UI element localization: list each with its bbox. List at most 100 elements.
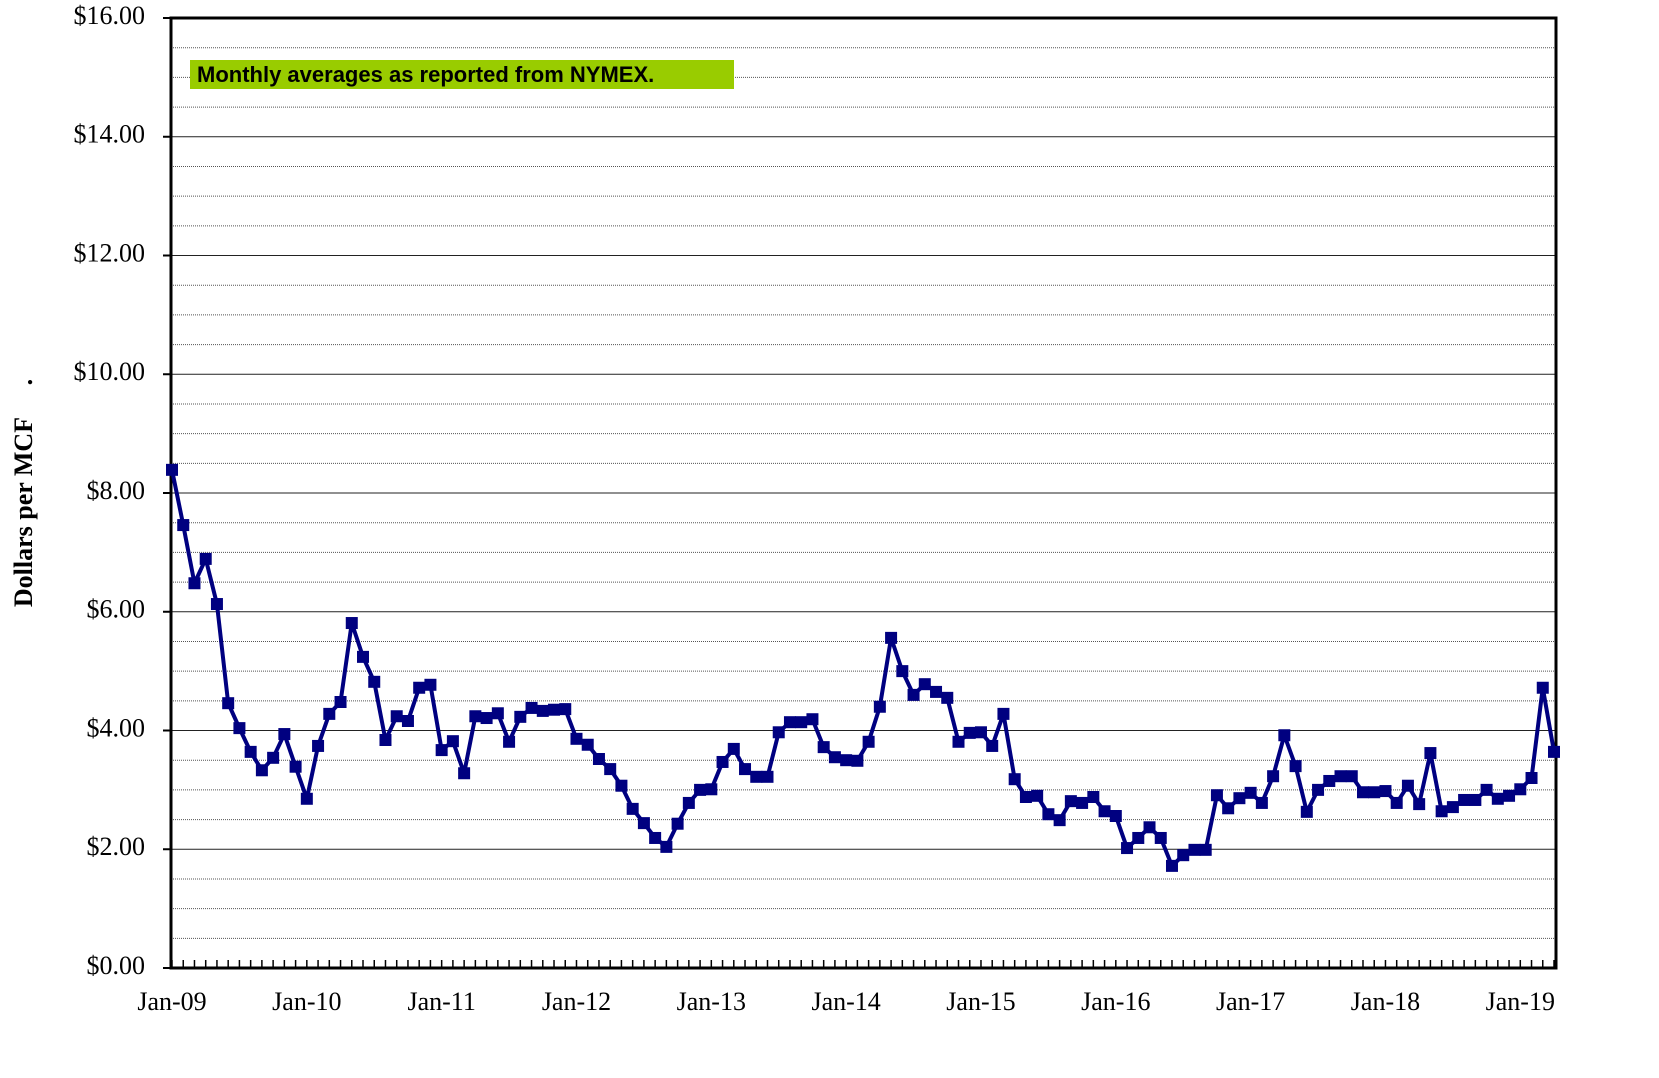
marker	[727, 742, 740, 755]
marker	[896, 665, 909, 678]
marker	[1503, 789, 1516, 802]
marker	[1435, 805, 1448, 818]
marker	[649, 831, 662, 844]
marker	[682, 796, 695, 809]
line	[170, 469, 1556, 868]
marker	[1222, 802, 1235, 815]
marker	[278, 728, 291, 741]
marker	[1548, 745, 1560, 758]
marker	[424, 678, 437, 691]
marker	[986, 739, 999, 752]
marker	[581, 738, 594, 751]
marker	[458, 767, 471, 780]
marker	[1368, 786, 1381, 799]
marker	[1143, 821, 1156, 834]
marker	[963, 726, 976, 739]
marker	[615, 779, 628, 792]
marker	[1087, 791, 1100, 803]
marker	[907, 688, 920, 701]
y-tick-label: $12.00	[74, 238, 146, 267]
x-tick-label: Jan-18	[1351, 987, 1420, 1016]
marker	[1199, 843, 1212, 856]
marker	[1413, 798, 1426, 811]
marker	[817, 741, 830, 754]
marker	[1401, 779, 1414, 792]
marker	[1177, 849, 1190, 862]
marker	[705, 783, 718, 796]
marker	[255, 764, 268, 777]
marker	[862, 735, 875, 748]
x-tick-label: Jan-13	[677, 987, 746, 1016]
marker	[1379, 785, 1392, 798]
marker	[1356, 786, 1369, 799]
marker	[1446, 801, 1459, 814]
marker	[390, 710, 403, 723]
marker	[1132, 831, 1145, 844]
marker	[1053, 814, 1066, 827]
marker	[1514, 783, 1527, 796]
marker	[1165, 859, 1178, 872]
marker	[199, 552, 212, 565]
marker	[772, 726, 785, 739]
marker	[795, 716, 808, 729]
marker	[716, 755, 729, 768]
marker	[1154, 831, 1167, 844]
marker	[503, 735, 516, 748]
marker	[548, 703, 561, 716]
x-tick-label: Jan-14	[811, 987, 880, 1016]
marker	[626, 802, 639, 815]
marker	[873, 700, 886, 713]
marker	[1525, 772, 1538, 784]
marker	[997, 707, 1010, 720]
marker	[570, 732, 583, 745]
marker	[1267, 770, 1280, 783]
marker	[267, 751, 280, 764]
marker	[1008, 773, 1021, 786]
marker	[1244, 786, 1257, 799]
marker	[1188, 843, 1201, 856]
marker	[1076, 796, 1089, 809]
marker	[1098, 805, 1111, 818]
marker	[401, 715, 414, 727]
marker	[323, 707, 336, 720]
y-tick-label: $0.00	[87, 951, 146, 980]
marker	[671, 817, 684, 830]
marker	[166, 463, 178, 476]
marker	[918, 678, 931, 691]
marker	[559, 703, 572, 716]
x-tick-label: Jan-09	[137, 987, 206, 1016]
marker	[761, 770, 774, 783]
marker	[1536, 681, 1549, 694]
marker	[783, 716, 796, 729]
marker	[694, 783, 707, 796]
annotation: Monthly averages as reported from NYMEX.	[197, 62, 654, 87]
marker	[1345, 770, 1358, 783]
marker	[941, 691, 954, 704]
marker	[637, 817, 650, 830]
marker	[469, 710, 482, 723]
marker	[885, 631, 898, 644]
marker	[289, 760, 302, 773]
marker	[233, 722, 246, 735]
marker	[480, 712, 493, 725]
y-tick-label: $10.00	[74, 357, 146, 386]
y-tick-label: $14.00	[74, 120, 146, 149]
marker	[1334, 770, 1347, 783]
marker	[300, 792, 313, 805]
marker	[525, 701, 538, 714]
marker	[1233, 792, 1246, 805]
marker	[952, 735, 965, 748]
y-tick-label: $8.00	[87, 476, 146, 505]
marker	[357, 650, 370, 663]
marker	[413, 681, 426, 694]
marker	[660, 840, 673, 853]
x-tick-label: Jan-19	[1486, 987, 1555, 1016]
y-tick-label: $4.00	[87, 713, 146, 742]
x-tick-label: Jan-12	[542, 987, 611, 1016]
marker	[210, 598, 223, 611]
marker	[1424, 747, 1437, 760]
marker	[750, 770, 763, 783]
y-tick-label: $16.00	[74, 1, 146, 30]
marker	[1300, 805, 1313, 818]
